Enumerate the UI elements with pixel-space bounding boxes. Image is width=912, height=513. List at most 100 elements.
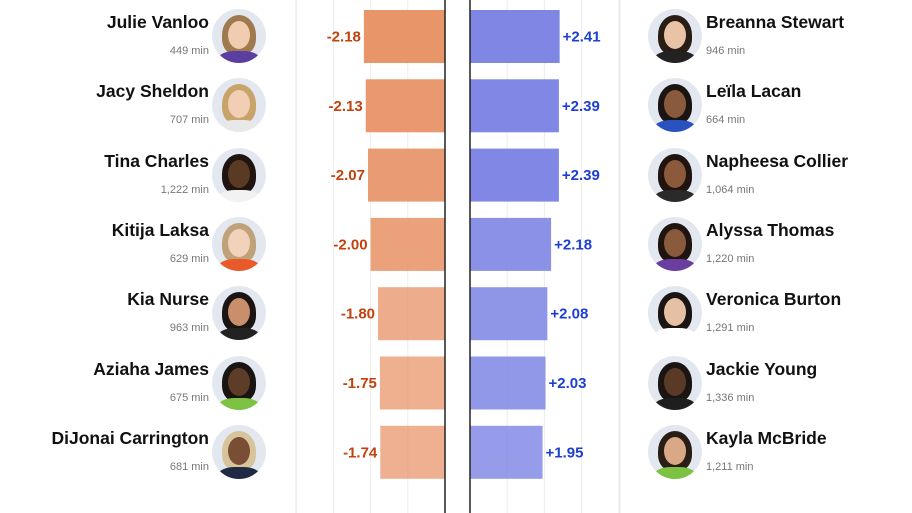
player-photo-face: [664, 228, 686, 257]
player-photo-jersey: [218, 189, 260, 202]
left-bar: [363, 10, 445, 63]
player-photo-jersey: [654, 189, 696, 202]
player-photo-face: [228, 90, 250, 119]
right-player: Kayla McBride 1,211 min: [646, 418, 912, 487]
left-bar: [379, 356, 445, 410]
player-photo-face: [664, 367, 686, 396]
right-player: Jackie Young 1,336 min: [646, 349, 912, 418]
player-photo-face: [664, 90, 686, 119]
player-photo-jersey: [654, 328, 696, 341]
player-photo-icon: [212, 78, 266, 133]
right-bar-value-label: +1.95: [546, 444, 584, 461]
player-name: Veronica Burton: [706, 289, 842, 310]
right-bar-value-label: +2.08: [550, 306, 588, 323]
player-photo-face: [228, 298, 250, 327]
player-photo-icon: [648, 355, 702, 410]
player-name: Jacy Sheldon: [96, 81, 209, 102]
player-photo-face: [228, 159, 250, 188]
player-name: Tina Charles: [104, 150, 209, 171]
player-photo-icon: [212, 286, 266, 341]
player-photo-icon: [648, 9, 702, 63]
player-photo-jersey: [218, 51, 260, 63]
right-bar-value-label: +2.18: [554, 236, 592, 253]
right-bar: [470, 148, 559, 202]
player-row: Aziaha James 675 min Jackie Young 1,336 min: [0, 349, 912, 418]
right-player: Breanna Stewart 946 min: [646, 2, 912, 71]
player-row: Jacy Sheldon 707 min Leïla Lacan 664 min: [0, 71, 912, 140]
player-photo-face: [664, 159, 686, 188]
left-bar-value-label: -1.75: [343, 375, 377, 392]
player-row: Julie Vanloo 449 min Breanna Stewart 946 mi…: [0, 2, 912, 71]
player-photo-jersey: [218, 258, 260, 271]
left-player: Tina Charles 1,222 min: [0, 141, 268, 210]
player-photo-jersey: [654, 120, 696, 133]
left-bar: [378, 287, 445, 341]
left-player: Jacy Sheldon 707 min: [0, 71, 268, 140]
player-photo-icon: [648, 424, 702, 479]
player-minutes: 449 min: [169, 45, 209, 57]
player-photo-icon: [648, 147, 702, 202]
player-photo-jersey: [218, 328, 260, 341]
player-photo-icon: [212, 424, 266, 479]
right-player: Leïla Lacan 664 min: [646, 71, 912, 140]
right-bar: [470, 287, 548, 341]
left-bar-value-label: -1.74: [343, 444, 378, 461]
player-photo-face: [228, 228, 250, 257]
player-minutes: 707 min: [169, 114, 209, 127]
player-name: Jackie Young: [706, 358, 818, 379]
player-minutes: 1,222 min: [160, 183, 209, 196]
player-minutes: 1,336 min: [706, 391, 755, 404]
player-photo-icon: [648, 78, 702, 133]
player-photo-face: [664, 436, 686, 465]
left-bar: [365, 79, 445, 133]
player-minutes: 675 min: [169, 391, 209, 404]
left-player: DiJonai Carrington 681 min: [0, 418, 268, 487]
player-minutes: 1,064 min: [706, 183, 755, 196]
right-bar-value-label: +2.39: [562, 98, 600, 115]
player-photo-icon: [212, 216, 266, 271]
player-photo-jersey: [218, 397, 260, 410]
right-bar: [470, 425, 543, 479]
player-minutes: 963 min: [169, 322, 209, 335]
left-bar: [367, 148, 445, 202]
player-name: Kia Nurse: [127, 289, 209, 310]
player-name: Julie Vanloo: [106, 12, 209, 32]
player-name: Alyssa Thomas: [706, 219, 835, 240]
player-row: Kia Nurse 963 min Veronica Burton 1,291 min: [0, 279, 912, 348]
player-minutes: 1,291 min: [706, 322, 755, 335]
player-photo-face: [228, 367, 250, 396]
left-player: Kia Nurse 963 min: [0, 279, 268, 348]
player-photo-face: [228, 21, 250, 49]
player-minutes: 1,220 min: [706, 252, 755, 265]
player-photo-jersey: [654, 397, 696, 410]
right-bar: [470, 217, 552, 271]
right-bar-value-label: +2.03: [549, 375, 587, 392]
right-bar: [470, 79, 559, 133]
left-player: Aziaha James 675 min: [0, 349, 268, 418]
right-bar: [470, 356, 546, 410]
right-player: Napheesa Collier 1,064 min: [646, 141, 912, 210]
left-bar-value-label: -1.80: [341, 306, 375, 323]
player-photo-face: [664, 21, 686, 49]
right-bar-value-label: +2.41: [563, 29, 601, 46]
player-photo-jersey: [654, 51, 696, 63]
player-name: Kayla McBride: [706, 427, 827, 448]
player-photo-icon: [648, 286, 702, 341]
player-photo-icon: [212, 9, 266, 63]
player-photo-face: [228, 436, 250, 465]
left-bar-value-label: -2.18: [327, 29, 361, 46]
player-row: Kitija Laksa 629 min Alyssa Thomas 1,220 mi…: [0, 210, 912, 279]
player-row: DiJonai Carrington 681 min Kayla McBride 1,…: [0, 418, 912, 487]
player-photo-jersey: [218, 466, 260, 479]
player-name: Kitija Laksa: [111, 219, 209, 240]
player-name: Napheesa Collier: [706, 150, 848, 171]
player-name: DiJonai Carrington: [51, 427, 209, 448]
left-bar-value-label: -2.00: [333, 236, 367, 253]
right-player: Alyssa Thomas 1,220 min: [646, 210, 912, 279]
player-minutes: 629 min: [169, 252, 209, 265]
player-name: Breanna Stewart: [706, 12, 845, 32]
left-bar-value-label: -2.07: [331, 167, 365, 184]
player-minutes: 664 min: [706, 114, 746, 127]
